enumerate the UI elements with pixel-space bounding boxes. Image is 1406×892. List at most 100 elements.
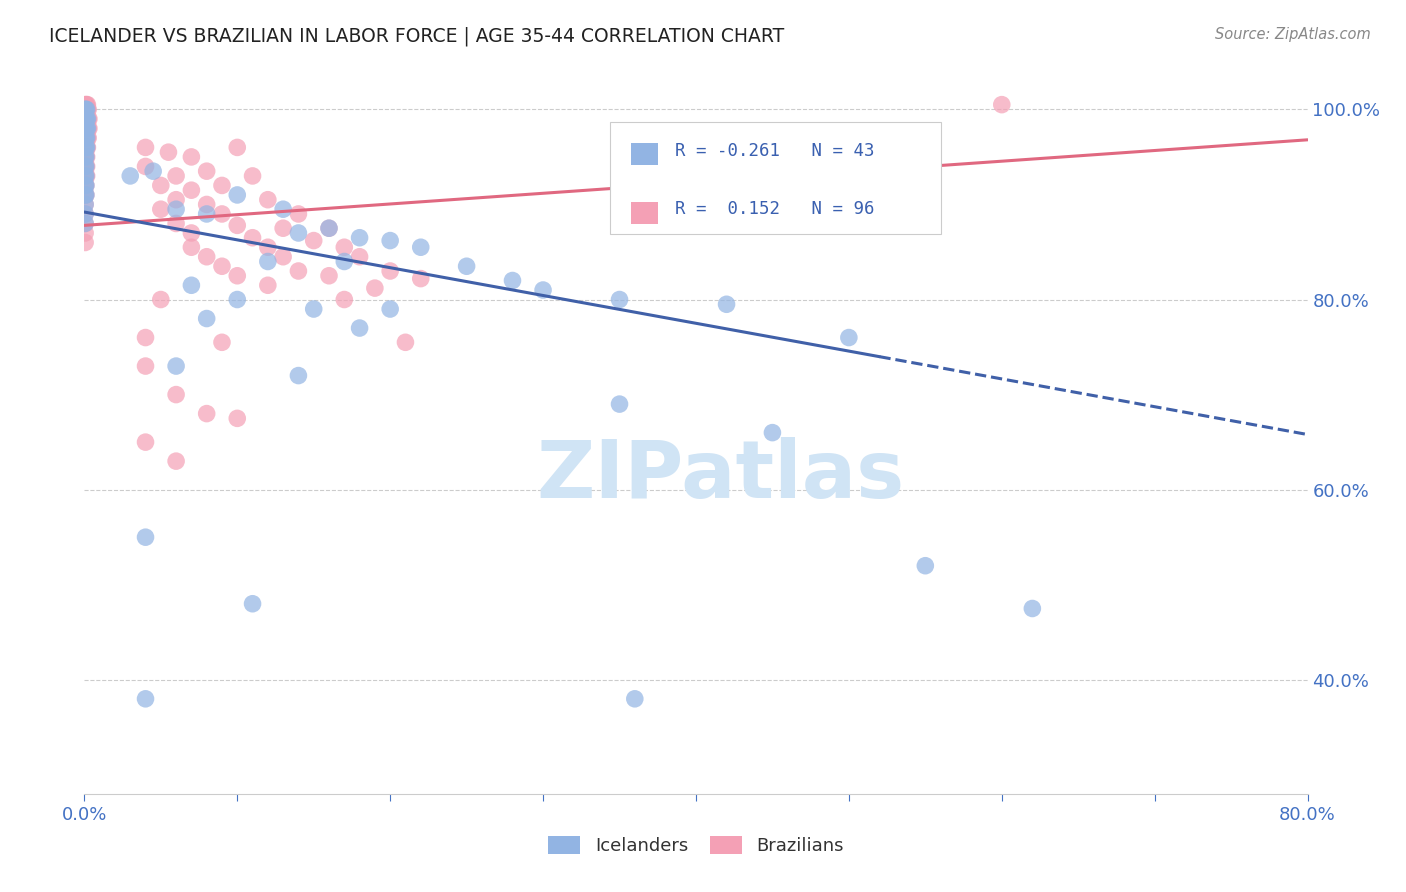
Point (75, 121, 97, 136)
Point (838, 330, 860, 344)
Point (75, 188, 97, 202)
Point (75, 121, 97, 136)
Text: R =  0.152   N = 96: R = 0.152 N = 96 (675, 201, 875, 219)
Point (75, 112, 97, 126)
Point (75, 121, 97, 136)
Point (75, 169, 97, 183)
Point (75, 197, 97, 211)
Point (76, 150, 98, 164)
Point (502, 273, 524, 287)
Point (349, 250, 371, 264)
Point (149, 293, 172, 307)
Point (75, 178, 97, 193)
Point (149, 202, 172, 217)
Point (75, 97, 97, 112)
Point (75, 197, 97, 211)
Point (456, 259, 478, 273)
Point (75, 112, 97, 126)
Point (211, 207, 233, 221)
Point (991, 97, 1014, 112)
Point (165, 193, 187, 207)
Point (318, 221, 340, 235)
Point (624, 691, 647, 706)
Point (409, 271, 432, 285)
Point (75, 160, 97, 174)
Point (349, 231, 371, 245)
Point (409, 240, 432, 254)
Point (165, 359, 187, 373)
Point (77, 131, 100, 145)
Point (914, 558, 936, 573)
Point (302, 234, 325, 248)
Point (75, 169, 97, 183)
Point (76, 121, 98, 136)
Point (75, 131, 97, 145)
Point (120, 169, 142, 183)
Point (180, 150, 202, 164)
Point (75, 103, 97, 117)
Point (76, 112, 98, 126)
Text: ZIPatlas: ZIPatlas (536, 437, 904, 515)
FancyBboxPatch shape (631, 202, 658, 224)
FancyBboxPatch shape (631, 143, 658, 165)
Point (165, 454, 187, 468)
Point (226, 188, 249, 202)
Point (135, 330, 157, 344)
Point (75, 188, 97, 202)
Point (1021, 601, 1043, 615)
Point (195, 164, 218, 178)
Point (76, 112, 98, 126)
Point (318, 268, 340, 283)
Point (226, 219, 249, 233)
Point (75, 217, 97, 231)
Point (211, 259, 233, 273)
Point (76, 131, 98, 145)
Point (226, 268, 249, 283)
Point (76, 140, 98, 154)
Point (75, 150, 97, 164)
Point (531, 283, 554, 297)
Point (333, 254, 356, 268)
Point (380, 234, 402, 248)
Text: ICELANDER VS BRAZILIAN IN LABOR FORCE | AGE 35-44 CORRELATION CHART: ICELANDER VS BRAZILIAN IN LABOR FORCE | … (49, 27, 785, 46)
Point (271, 250, 294, 264)
Point (242, 231, 264, 245)
Point (76, 121, 98, 136)
Point (76, 103, 98, 117)
Point (165, 169, 187, 183)
Point (76, 97, 98, 112)
Point (180, 226, 202, 240)
Point (242, 169, 264, 183)
Point (226, 140, 249, 154)
Point (75, 235, 97, 250)
Point (195, 250, 218, 264)
Point (180, 278, 202, 293)
Point (195, 197, 218, 211)
Point (75, 217, 97, 231)
Point (76, 169, 98, 183)
Point (609, 293, 631, 307)
Point (333, 293, 356, 307)
Point (75, 112, 97, 126)
Point (333, 240, 356, 254)
Point (75, 226, 97, 240)
Point (180, 240, 202, 254)
Point (75, 188, 97, 202)
Point (75, 188, 97, 202)
Point (75, 103, 97, 117)
Point (76, 103, 98, 117)
Point (257, 240, 280, 254)
Point (257, 278, 280, 293)
Point (226, 411, 249, 425)
Point (349, 321, 371, 335)
Point (76, 97, 98, 112)
Point (76, 121, 98, 136)
Point (364, 281, 387, 295)
Point (75, 178, 97, 193)
Point (76, 112, 98, 126)
Point (380, 264, 402, 278)
Point (75, 112, 97, 126)
Point (257, 193, 280, 207)
Point (609, 397, 631, 411)
Point (287, 207, 309, 221)
